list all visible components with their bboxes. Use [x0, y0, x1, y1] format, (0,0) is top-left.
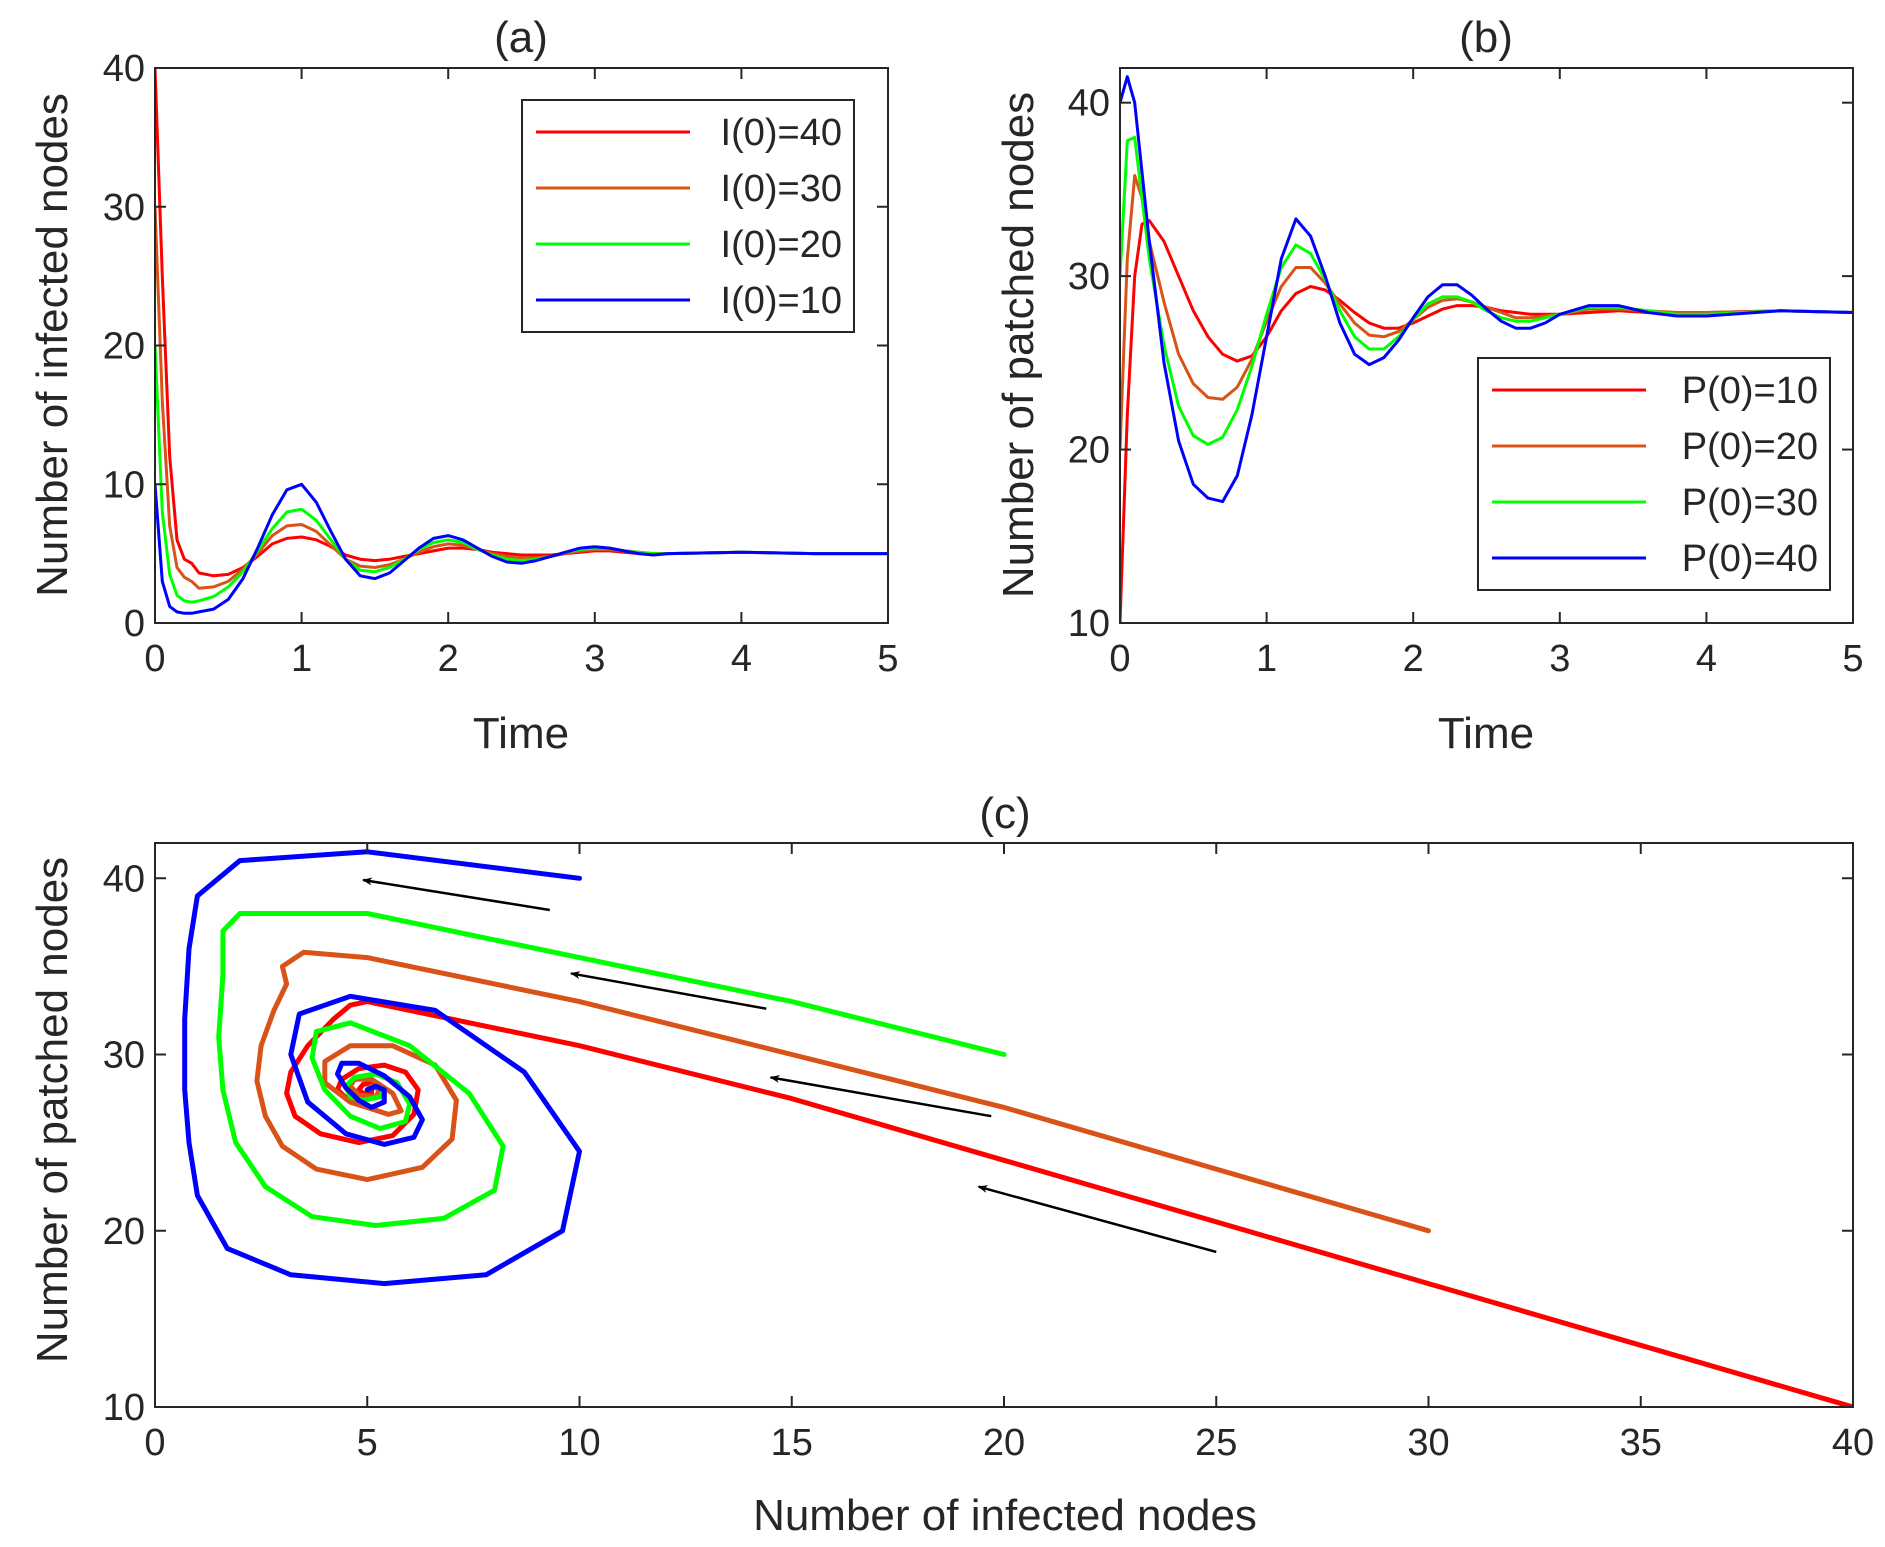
- x-tick-label: 0: [144, 638, 165, 680]
- x-tick-label: 2: [438, 638, 459, 680]
- y-tick-label: 30: [1068, 256, 1110, 298]
- panel-a-ylabel: Number of infected nodes: [28, 93, 77, 597]
- panel-b-title: (b): [1459, 13, 1513, 62]
- series-line-4: [1120, 75, 1853, 504]
- y-tick-label: 0: [124, 603, 145, 645]
- panel-a-title: (a): [494, 13, 548, 62]
- legend-label-3: P(0)=30: [1682, 482, 1818, 524]
- legend-box: [521, 99, 855, 333]
- x-tick-label: 3: [584, 638, 605, 680]
- x-tick-label: 15: [771, 1422, 813, 1464]
- legend: P(0)=10 P(0)=20 P(0)=30 P(0)=40: [1477, 357, 1831, 591]
- panel-b-chart: (b) Time Number of patched nodes 0 1 2 3 4 5 1…: [994, 13, 1864, 758]
- trajectory-arrow-3: [769, 1075, 992, 1118]
- legend-label-4: P(0)=40: [1682, 538, 1818, 580]
- y-tick-label: 30: [103, 1035, 145, 1077]
- y-tick-label: 10: [1068, 603, 1110, 645]
- y-tick-label: 10: [103, 464, 145, 506]
- legend-label-3: I(0)=20: [721, 224, 842, 266]
- y-tick-label: 40: [103, 858, 145, 900]
- plot-area: [155, 843, 1853, 1407]
- legend: I(0)=40 I(0)=30 I(0)=20 I(0)=10: [521, 99, 855, 333]
- y-tick-label: 10: [103, 1387, 145, 1429]
- y-tick-label: 40: [103, 48, 145, 90]
- panel-a-chart: (a) Time Number of infected nodes 0 1 2 3 4 5…: [28, 13, 899, 758]
- trajectory-arrow-1: [362, 877, 550, 912]
- panel-c-ylabel: Number of patched nodes: [28, 857, 77, 1363]
- axes-box: [1119, 67, 1854, 624]
- x-tick-label: 1: [1256, 638, 1277, 680]
- panel-b-ylabel: Number of patched nodes: [994, 92, 1043, 598]
- x-tick-label: 25: [1195, 1422, 1237, 1464]
- y-tick-label: 20: [1068, 430, 1110, 472]
- x-tick-label: 0: [144, 1422, 165, 1464]
- series-group: [182, 849, 1853, 1407]
- x-tick-label: 5: [877, 638, 898, 680]
- panel-a-xlabel: Time: [473, 709, 569, 758]
- x-tick-label: 0: [1109, 638, 1130, 680]
- panel-b-xlabel: Time: [1438, 709, 1534, 758]
- series-line-1: [1120, 219, 1853, 623]
- x-tick-label: 4: [731, 638, 752, 680]
- x-tick-label: 30: [1407, 1422, 1449, 1464]
- panel-c-xlabel: Number of infected nodes: [753, 1491, 1257, 1540]
- x-tick-label: 10: [558, 1422, 600, 1464]
- y-tick-label: 20: [103, 1211, 145, 1253]
- series-line-4: [155, 482, 888, 615]
- legend-box: [1477, 357, 1831, 591]
- x-tick-label: 3: [1549, 638, 1570, 680]
- x-tick-label: 5: [357, 1422, 378, 1464]
- y-tick-label: 40: [1068, 83, 1110, 125]
- legend-label-1: P(0)=10: [1682, 370, 1818, 412]
- legend-label-2: I(0)=30: [721, 168, 842, 210]
- x-tick-label: 5: [1842, 638, 1863, 680]
- legend-label-2: P(0)=20: [1682, 426, 1818, 468]
- legend-label-4: I(0)=10: [721, 280, 842, 322]
- x-tick-label: 35: [1620, 1422, 1662, 1464]
- trajectory-arrow-2: [570, 971, 767, 1010]
- series-line-1: [284, 999, 1853, 1407]
- series-group: [1120, 75, 1853, 623]
- x-tick-label: 2: [1403, 638, 1424, 680]
- y-tick-label: 20: [103, 326, 145, 368]
- series-line-4: [182, 849, 582, 1287]
- x-tick-label: 20: [983, 1422, 1025, 1464]
- trajectory-arrow-4: [977, 1185, 1217, 1254]
- series-group: [155, 68, 888, 615]
- x-tick-label: 4: [1696, 638, 1717, 680]
- panel-c-chart: (c) Number of infected nodes Number of p…: [28, 789, 1874, 1540]
- x-tick-label: 40: [1832, 1422, 1874, 1464]
- x-tick-label: 1: [291, 638, 312, 680]
- panel-c-title: (c): [979, 789, 1030, 838]
- y-tick-label: 30: [103, 187, 145, 229]
- legend-label-1: I(0)=40: [721, 112, 842, 154]
